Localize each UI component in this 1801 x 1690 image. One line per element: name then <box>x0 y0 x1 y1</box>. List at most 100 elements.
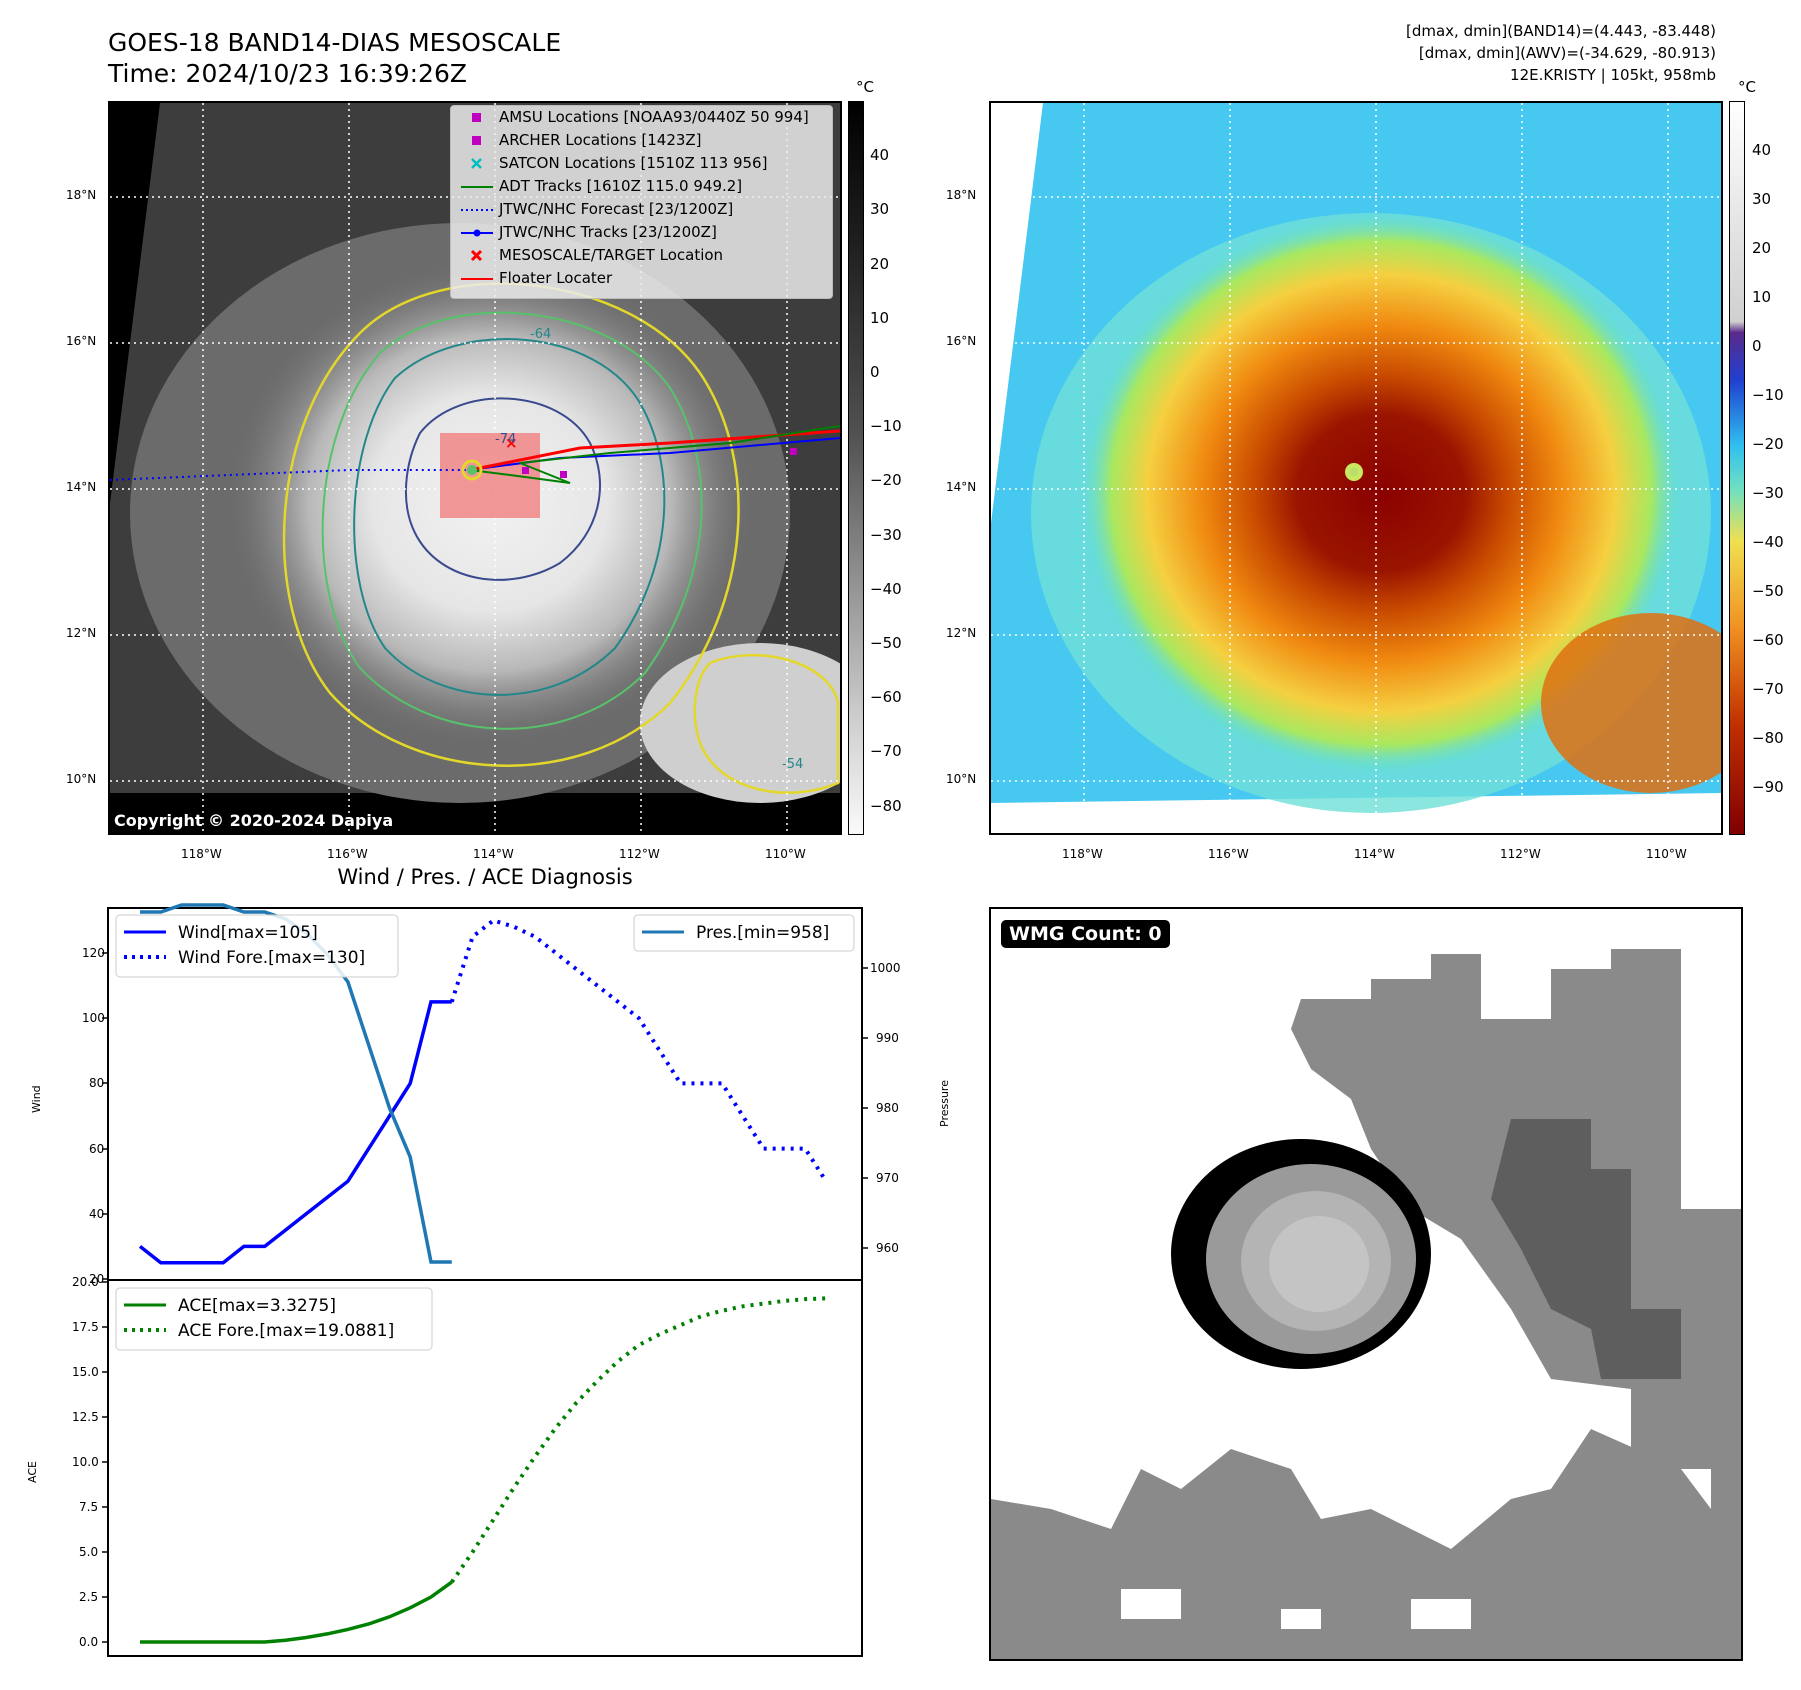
colorbar-tick: −60 <box>870 688 902 706</box>
colorbar-tick: −40 <box>1752 533 1784 551</box>
colorbar-tick: −30 <box>1752 484 1784 502</box>
lat-label: 14°N <box>946 480 977 494</box>
colorbar-tick: −70 <box>1752 680 1784 698</box>
colorbar-tick: 20 <box>1752 239 1772 257</box>
red-x-icon <box>470 249 483 262</box>
pressure-tick-label: 980 <box>876 1101 899 1115</box>
map-legend: AMSU Locations [NOAA93/0440Z 50 994] ARC… <box>450 105 833 299</box>
lat-label: 12°N <box>946 626 977 640</box>
pressure-legend-label: Pres.[min=958] <box>696 923 829 943</box>
stats-awv: [dmax, dmin](AWV)=(-34.629, -80.913) <box>1418 44 1716 62</box>
colorbar-tick: 10 <box>870 309 890 327</box>
contour-label: -54 <box>782 757 803 772</box>
colorbar-tick: −80 <box>870 797 902 815</box>
ace-series-line <box>140 1580 453 1644</box>
lat-label: 12°N <box>66 626 97 640</box>
magenta-square-icon <box>472 136 481 145</box>
awv-map-panel <box>989 101 1723 835</box>
contour-label: -74 <box>495 432 516 447</box>
legend-item: AMSU Locations [NOAA93/0440Z 50 994] <box>451 106 832 129</box>
wind-tick-label: 20 <box>89 1272 104 1286</box>
colorbar-tick: 10 <box>1752 288 1772 306</box>
ace-forecast-series-line <box>450 1296 827 1584</box>
jtwc-track <box>469 437 840 471</box>
ace-plot-frame <box>107 1279 863 1657</box>
diagnosis-chart: 120 100 80 60 40 20 Wind 1000 990 980 97… <box>26 903 951 1657</box>
pressure-tick-label: 1000 <box>870 961 901 975</box>
contour-label: -64 <box>530 327 551 342</box>
colorbar-tick: −20 <box>870 471 902 489</box>
colorbar-tick: −50 <box>1752 582 1784 600</box>
figure-timestamp: Time: 2024/10/23 16:39:26Z <box>108 59 467 88</box>
pressure-legend: Pres.[min=958] <box>633 914 855 952</box>
ace-tick-label: 2.5 <box>79 1590 98 1604</box>
legend-item: MESOSCALE/TARGET Location <box>451 244 832 267</box>
wind-series-line <box>138 1000 452 1265</box>
wind-tick-label: 80 <box>89 1076 104 1090</box>
lon-label: 110°W <box>1646 847 1687 861</box>
colorbar-tick: −80 <box>1752 729 1784 747</box>
wind-tick-label: 120 <box>82 946 105 960</box>
colorbar-tick: 30 <box>1752 190 1772 208</box>
colorbar-tick: −90 <box>1752 778 1784 796</box>
pressure-tick-label: 970 <box>876 1171 899 1185</box>
ace-tick-label: 10.0 <box>72 1455 99 1469</box>
legend-item: ARCHER Locations [1423Z] <box>451 129 832 152</box>
colorbar-unit: °C <box>856 78 874 96</box>
wind-fore-legend-label: Wind Fore.[max=130] <box>178 948 365 968</box>
adt-track <box>469 425 840 484</box>
legend-item: SATCON Locations [1510Z 113 956] <box>451 152 832 175</box>
colorbar-tick: −60 <box>1752 631 1784 649</box>
colorbar-tick: 20 <box>870 255 890 273</box>
legend-item: JTWC/NHC Tracks [23/1200Z] <box>451 221 832 244</box>
colorbar-tick: 0 <box>870 363 880 381</box>
ace-legend-label: ACE[max=3.3275] <box>178 1296 336 1316</box>
colorbar-tick: −50 <box>870 634 902 652</box>
red-line-icon <box>461 278 493 280</box>
ace-fore-legend-label: ACE Fore.[max=19.0881] <box>178 1321 394 1341</box>
pressure-tick-label: 990 <box>876 1031 899 1045</box>
ace-legend: ACE[max=3.3275] ACE Fore.[max=19.0881] <box>115 1287 433 1351</box>
lon-label: 118°W <box>1062 847 1103 861</box>
svg-text:×: × <box>505 434 518 452</box>
wind-legend-label: Wind[max=105] <box>178 923 318 943</box>
lon-label: 118°W <box>181 847 222 861</box>
colorbar-left <box>848 101 864 835</box>
lon-label: 112°W <box>619 847 660 861</box>
magenta-square-icon <box>472 113 481 122</box>
colorbar-tick: −10 <box>1752 386 1784 404</box>
lat-label: 16°N <box>66 334 97 348</box>
wind-tick-label: 40 <box>89 1207 104 1221</box>
pressure-tick-label: 960 <box>876 1241 899 1255</box>
wmg-count-badge: WMG Count: 0 <box>1001 920 1170 948</box>
ace-tick-label: 15.0 <box>72 1365 99 1379</box>
stats-storm: 12E.KRISTY | 105kt, 958mb <box>1510 66 1716 84</box>
blue-line-dot-icon <box>461 229 493 237</box>
ace-tick-label: 17.5 <box>72 1320 99 1334</box>
wind-forecast-series-line <box>449 918 828 1183</box>
wmg-image <box>991 949 1741 1659</box>
lon-label: 116°W <box>1208 847 1249 861</box>
colorbar-tick: −10 <box>870 417 902 435</box>
lon-label: 110°W <box>765 847 806 861</box>
awv-map-image <box>991 103 1721 833</box>
colorbar-tick: 0 <box>1752 337 1762 355</box>
colorbar-tick: −40 <box>870 580 902 598</box>
legend-item: Floater Locater <box>451 267 832 290</box>
colorbar-right <box>1729 101 1745 835</box>
colorbar-tick: 40 <box>1752 141 1772 159</box>
ace-tick-label: 5.0 <box>79 1545 98 1559</box>
colorbar-tick: 40 <box>870 146 890 164</box>
legend-item: ADT Tracks [1610Z 115.0 949.2] <box>451 175 832 198</box>
green-line-icon <box>461 186 493 188</box>
lat-label: 10°N <box>66 772 97 786</box>
lat-label: 18°N <box>946 188 977 202</box>
eye-ring <box>1171 1139 1431 1369</box>
lat-label: 14°N <box>66 480 97 494</box>
ace-tick-label: 7.5 <box>79 1500 98 1514</box>
stats-band14: [dmax, dmin](BAND14)=(4.443, -83.448) <box>1405 22 1716 40</box>
wmg-panel <box>989 907 1743 1661</box>
lon-label: 114°W <box>473 847 514 861</box>
wind-axis-label: Wind <box>30 1085 43 1113</box>
wind-legend: Wind[max=105] Wind Fore.[max=130] <box>115 914 399 978</box>
